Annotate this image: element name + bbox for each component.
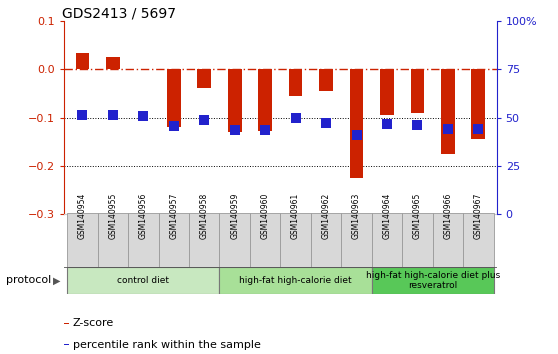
FancyBboxPatch shape (219, 213, 250, 267)
Point (474, 126, 483, 132)
Text: ▶: ▶ (53, 275, 60, 285)
FancyBboxPatch shape (341, 213, 372, 267)
Text: GSM140966: GSM140966 (444, 192, 453, 239)
Bar (106, 57, 120, 69)
FancyBboxPatch shape (280, 213, 311, 267)
Text: Z-score: Z-score (73, 318, 114, 329)
Text: GSM140958: GSM140958 (200, 193, 209, 239)
FancyBboxPatch shape (372, 213, 402, 267)
Text: GSM140956: GSM140956 (139, 192, 148, 239)
Bar (258, 69, 272, 131)
Text: high-fat high-calorie diet: high-fat high-calorie diet (239, 276, 352, 285)
FancyBboxPatch shape (463, 213, 494, 267)
Bar (64, 323, 69, 324)
FancyBboxPatch shape (402, 213, 432, 267)
FancyBboxPatch shape (98, 213, 128, 267)
Text: GSM140963: GSM140963 (352, 192, 361, 239)
FancyBboxPatch shape (432, 213, 463, 267)
Text: GSM140957: GSM140957 (169, 192, 179, 239)
Bar (472, 69, 485, 139)
Text: protocol: protocol (6, 275, 51, 285)
FancyBboxPatch shape (250, 213, 280, 267)
Point (108, 113, 117, 118)
Text: control diet: control diet (117, 276, 169, 285)
Point (383, 122, 392, 127)
Bar (380, 69, 394, 115)
Bar (167, 69, 181, 127)
Bar (319, 69, 333, 91)
Point (78, 113, 87, 118)
FancyBboxPatch shape (158, 213, 189, 267)
Text: GSM140960: GSM140960 (261, 192, 270, 239)
Text: GSM140954: GSM140954 (78, 192, 87, 239)
Bar (228, 69, 242, 132)
Point (444, 126, 453, 132)
Text: GSM140965: GSM140965 (413, 192, 422, 239)
Text: percentile rank within the sample: percentile rank within the sample (73, 339, 261, 350)
Bar (289, 69, 302, 96)
Point (139, 113, 148, 119)
FancyBboxPatch shape (189, 213, 219, 267)
Text: GDS2413 / 5697: GDS2413 / 5697 (62, 6, 176, 20)
Text: GSM140962: GSM140962 (321, 193, 330, 239)
Point (352, 132, 361, 137)
Text: GSM140959: GSM140959 (230, 192, 239, 239)
Bar (75, 53, 89, 69)
Bar (441, 69, 455, 154)
Point (261, 127, 270, 133)
Point (200, 117, 209, 123)
Point (230, 127, 239, 133)
Bar (350, 69, 363, 178)
FancyBboxPatch shape (128, 213, 158, 267)
Point (413, 122, 422, 128)
FancyBboxPatch shape (311, 213, 341, 267)
Text: GSM140967: GSM140967 (474, 192, 483, 239)
Text: GSM140961: GSM140961 (291, 193, 300, 239)
Point (291, 115, 300, 120)
Text: GSM140955: GSM140955 (108, 192, 117, 239)
Bar (64, 344, 69, 345)
Bar (411, 69, 424, 113)
Bar (198, 69, 211, 88)
FancyBboxPatch shape (219, 267, 372, 294)
FancyBboxPatch shape (67, 213, 98, 267)
FancyBboxPatch shape (67, 267, 219, 294)
Point (321, 120, 330, 125)
Text: high-fat high-calorie diet plus
resveratrol: high-fat high-calorie diet plus resverat… (365, 271, 500, 290)
Point (169, 124, 178, 129)
FancyBboxPatch shape (372, 267, 494, 294)
Text: GSM140964: GSM140964 (382, 192, 392, 239)
